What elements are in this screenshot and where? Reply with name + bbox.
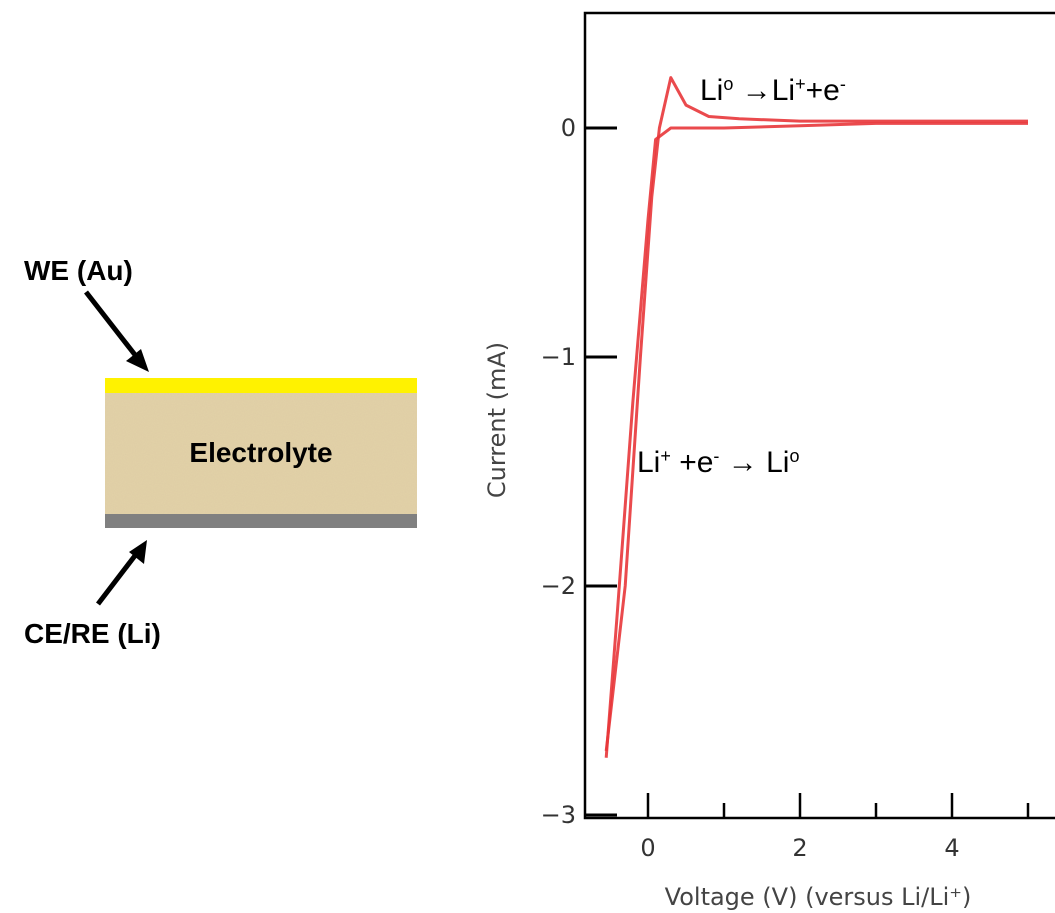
ce-arrow-head [129, 540, 147, 564]
plot-frame [583, 11, 1055, 820]
cv-series-2 [604, 121, 1028, 758]
gold-electrode [105, 378, 417, 393]
cv-series-1 [604, 76, 1028, 752]
cell-diagram: WE (Au) Electrolyte CE/RE (Li) [24, 255, 417, 649]
x-tick-marks: 0 2 4 [640, 793, 1030, 862]
y-tick-marks: 0 −1 −2 −3 [541, 114, 617, 829]
we-label: WE (Au) [24, 255, 133, 286]
we-arrow-head [126, 349, 149, 372]
we-arrow-shaft [84, 290, 141, 362]
electrolyte-texture [105, 392, 417, 514]
y-tick-label: −1 [541, 343, 576, 371]
reduction-annotation: Li+ +e- → Lio [637, 446, 799, 479]
electrolyte-label: Electrolyte [189, 437, 332, 468]
cv-curves [604, 76, 1028, 758]
x-tick-label: 2 [792, 834, 807, 862]
cv-chart: 0 −1 −2 −3 0 2 4 Current (mA) Voltage (V) (ve… [483, 11, 1055, 911]
y-tick-label: −2 [541, 572, 576, 600]
x-tick-label: 4 [944, 834, 959, 862]
y-axis-label: Current (mA) [483, 342, 511, 498]
y-tick-label: 0 [561, 114, 576, 142]
ce-arrow-shaft [96, 551, 139, 606]
y-tick-label: −3 [541, 801, 576, 829]
lithium-electrode [105, 514, 417, 528]
ce-label: CE/RE (Li) [24, 618, 161, 649]
x-axis-label: Voltage (V) (versus Li/Li⁺) [665, 883, 972, 911]
x-tick-label: 0 [640, 834, 655, 862]
oxidation-annotation: Lio →Li++e- [700, 74, 846, 107]
